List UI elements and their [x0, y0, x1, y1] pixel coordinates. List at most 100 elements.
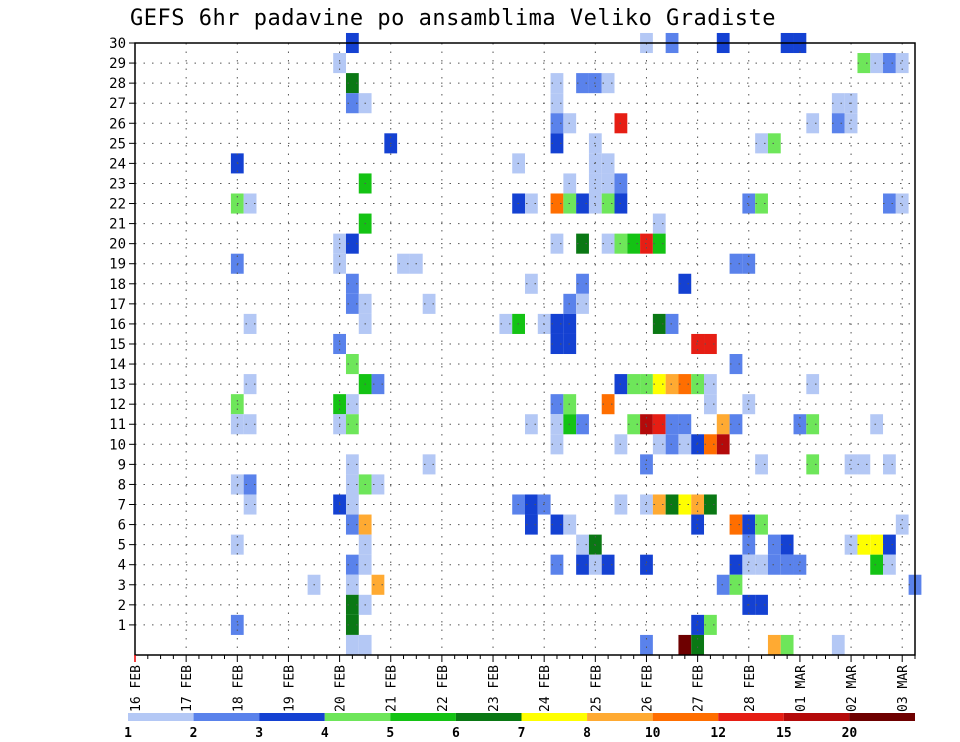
y-tick-label: 8: [118, 477, 126, 493]
legend-swatch: [455, 713, 522, 721]
heatmap-cell: [729, 414, 743, 435]
heatmap-cell: [422, 293, 436, 314]
heatmap-cell: [870, 414, 884, 435]
x-tick-label: 22 FEB: [436, 665, 451, 712]
heatmap-cell: [576, 193, 589, 214]
x-tick-label: 24 FEB: [538, 665, 553, 712]
heatmap-cell: [550, 133, 564, 154]
y-tick-label: 17: [109, 297, 126, 313]
x-tick-label: 19 FEB: [282, 665, 297, 712]
heatmap-cell: [691, 434, 705, 455]
heatmap-cell: [601, 394, 615, 415]
heatmap-cell: [883, 193, 896, 214]
heatmap-cell: [345, 93, 359, 114]
heatmap-cell: [243, 474, 257, 495]
heatmap-cell: [345, 273, 359, 294]
legend-label: 10: [645, 726, 661, 741]
heatmap-cell: [806, 113, 820, 134]
heatmap-cell: [345, 414, 359, 435]
y-tick-label: 13: [109, 377, 126, 393]
heatmap-cell: [525, 193, 538, 214]
legend-swatch: [521, 713, 588, 721]
y-tick-label: 1: [118, 618, 126, 634]
heatmap-cell: [525, 414, 538, 435]
legend-swatch: [193, 713, 260, 721]
x-tick-label: 01 MAR: [794, 665, 809, 712]
heatmap-cell: [716, 414, 730, 435]
y-tick-label: 25: [109, 136, 126, 152]
y-tick-label: 23: [109, 176, 126, 192]
heatmap-cell: [883, 534, 896, 555]
heatmap-cell: [755, 454, 768, 475]
heatmap-cell: [844, 454, 858, 475]
heatmap-cell: [806, 414, 820, 435]
heatmap-cell: [243, 374, 257, 395]
heatmap-cell: [678, 434, 692, 455]
legend-label: 8: [583, 726, 591, 741]
y-tick-label: 20: [109, 237, 126, 253]
heatmap-cell: [704, 494, 717, 515]
heatmap-cell: [550, 313, 564, 334]
heatmap-cell: [678, 494, 692, 515]
heatmap-cell: [691, 494, 705, 515]
heatmap-cell: [345, 614, 359, 635]
heatmap-cell: [857, 534, 871, 555]
heatmap-cell: [729, 354, 743, 375]
heatmap-cell: [755, 133, 768, 154]
heatmap-cell: [627, 233, 641, 254]
heatmap-cell: [665, 434, 679, 455]
x-tick-label: 18 FEB: [231, 665, 246, 712]
heatmap-cell: [767, 133, 781, 154]
legend-label: 7: [518, 726, 526, 741]
heatmap-cell: [831, 93, 845, 114]
y-tick-label: 27: [109, 96, 126, 112]
heatmap-cell: [870, 554, 884, 575]
heatmap-cell: [729, 253, 743, 274]
legend-swatch: [718, 713, 784, 721]
heatmap-cell: [780, 534, 794, 555]
heatmap-cell: [576, 273, 589, 294]
y-tick-label: 29: [109, 56, 126, 72]
heatmap-cell: [243, 193, 257, 214]
heatmap-cell: [550, 434, 564, 455]
heatmap-cell: [665, 494, 679, 515]
heatmap-cell: [576, 293, 589, 314]
heatmap-cell: [704, 333, 717, 355]
y-tick-label: 9: [118, 457, 126, 473]
heatmap-cell: [678, 634, 692, 655]
heatmap-cell: [550, 414, 564, 435]
heatmap-cell: [806, 374, 820, 395]
x-tick-label: 02 MAR: [845, 665, 860, 712]
y-tick-label: 24: [109, 156, 126, 172]
heatmap-cell: [422, 454, 436, 475]
legend-label: 12: [710, 726, 726, 741]
heatmap-cell: [371, 574, 385, 595]
heatmap-cell: [550, 394, 564, 415]
heatmap-cell: [870, 53, 884, 74]
heatmap-cell: [550, 233, 564, 254]
y-tick-label: 4: [118, 558, 126, 574]
heatmap-cell: [665, 313, 679, 334]
heatmap-cell: [652, 233, 666, 254]
heatmap-cell: [729, 574, 743, 595]
heatmap-cell: [627, 414, 641, 435]
heatmap-cell: [883, 454, 896, 475]
legend-swatch: [849, 713, 915, 721]
heatmap-cell: [550, 554, 564, 575]
y-tick-label: 26: [109, 116, 126, 132]
heatmap-cell: [371, 374, 385, 395]
y-tick-label: 3: [118, 578, 126, 594]
legend-swatch: [783, 713, 850, 721]
heatmap-cell: [358, 634, 372, 655]
heatmap-cell: [550, 333, 564, 355]
heatmap-cell: [665, 374, 679, 395]
x-tick-label: 16 FEB: [129, 665, 144, 712]
heatmap-cell: [895, 53, 909, 74]
heatmap-cell: [678, 414, 692, 435]
heatmap-cell: [704, 394, 717, 415]
heatmap-cell: [729, 514, 743, 535]
heatmap-cell: [601, 554, 615, 575]
x-tick-label: 20 FEB: [334, 665, 349, 712]
heatmap-cell: [550, 93, 564, 114]
grid-lines: [135, 42, 915, 655]
